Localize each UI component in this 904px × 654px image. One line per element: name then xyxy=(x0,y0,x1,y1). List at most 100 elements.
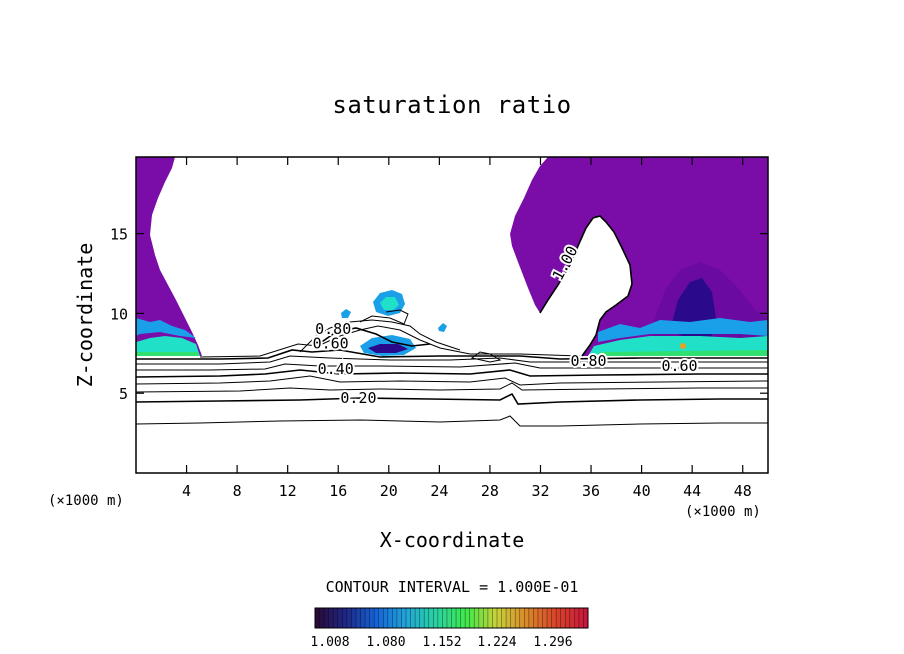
colorbar-cell xyxy=(324,608,330,628)
colorbar-cell xyxy=(574,608,580,628)
contour-line xyxy=(539,215,633,357)
filled-region xyxy=(596,350,768,356)
colorbar-cell xyxy=(424,608,430,628)
colorbar-cell xyxy=(369,608,375,628)
y-tick-label: 15 xyxy=(110,226,128,244)
colorbar-tick-label: 1.008 xyxy=(310,635,349,650)
filled-region xyxy=(136,157,202,356)
x-tick-label: 28 xyxy=(481,482,499,500)
contour-line xyxy=(315,327,431,347)
y-axis-ticks: 5 10 15 xyxy=(110,226,768,403)
colorbar-cell xyxy=(501,608,507,628)
colorbar-cell xyxy=(415,608,421,628)
colorbar-cell xyxy=(383,608,389,628)
contour-label: 0.80 xyxy=(315,320,351,338)
colorbar-cell xyxy=(396,608,402,628)
filled-region xyxy=(438,323,447,332)
x-tick-label: 12 xyxy=(279,482,297,500)
colorbar-cell xyxy=(401,608,407,628)
colorbar-cell xyxy=(537,608,543,628)
colorbar-cell xyxy=(487,608,493,628)
colorbar-cell xyxy=(333,608,339,628)
colorbar-frame xyxy=(314,607,589,629)
colorbar-cell xyxy=(346,608,352,628)
colorbar-cell xyxy=(551,608,557,628)
colorbar-cell xyxy=(483,608,489,628)
x-tick-label: 44 xyxy=(683,482,701,500)
colorbar-cell xyxy=(328,608,334,628)
contour-line xyxy=(299,319,461,353)
contour-line xyxy=(136,375,768,386)
colorbar-cell xyxy=(560,608,566,628)
filled-region xyxy=(368,344,408,353)
x-tick-label: 36 xyxy=(582,482,600,500)
y-tick-label: 10 xyxy=(110,305,128,323)
contour-labels: 0.200.400.600.800.80 0.601.00 xyxy=(311,241,700,409)
x-tick-label: 20 xyxy=(380,482,398,500)
filled-region xyxy=(341,309,351,318)
plot-frame xyxy=(135,156,769,474)
y-tick-label: 5 xyxy=(119,385,128,403)
contour-interval-label: CONTOUR INTERVAL = 1.000E-01 xyxy=(326,578,579,596)
colorbar-cell xyxy=(492,608,498,628)
colorbar-cell xyxy=(469,608,475,628)
colorbar-cell xyxy=(351,608,357,628)
colorbar-cell xyxy=(583,608,589,628)
colorbar-cell xyxy=(387,608,393,628)
x-tick-label: 32 xyxy=(531,482,549,500)
colorbar xyxy=(314,607,589,629)
colorbar-cell xyxy=(446,608,452,628)
colorbar-cell xyxy=(360,608,366,628)
colorbar-cell xyxy=(542,608,548,628)
y-axis-label: Z-coordinate xyxy=(73,243,97,388)
contour-label: 0.40 xyxy=(318,360,354,378)
colorbar-cell xyxy=(378,608,384,628)
colorbar-cell xyxy=(524,608,530,628)
x-axis-label: X-coordinate xyxy=(380,528,525,552)
colorbar-cell xyxy=(497,608,503,628)
colorbar-tick-label: 1.080 xyxy=(366,635,405,650)
contour-lines xyxy=(136,215,768,427)
filled-region xyxy=(136,352,200,356)
colorbar-cell xyxy=(474,608,480,628)
contour-label: 0.60 xyxy=(661,357,697,375)
filled-region xyxy=(136,318,196,338)
x-tick-label: 4 xyxy=(182,482,191,500)
colorbar-cell xyxy=(419,608,425,628)
colorbar-cell xyxy=(556,608,562,628)
x-axis-ticks: 4 8 12 16 20 24 28 32 36 40 44 48 xyxy=(182,157,752,500)
colorbar-cell xyxy=(456,608,462,628)
colorbar-cell xyxy=(337,608,343,628)
colorbar-cell xyxy=(451,608,457,628)
contour-line xyxy=(136,349,768,360)
colorbar-cell xyxy=(510,608,516,628)
colorbar-cell xyxy=(374,608,380,628)
colorbar-cell xyxy=(433,608,439,628)
chart-title: saturation ratio xyxy=(332,91,571,119)
colorbar-cell xyxy=(506,608,512,628)
colorbar-cell xyxy=(315,608,321,628)
x-tick-label: 8 xyxy=(233,482,242,500)
contour-label: 0.80 xyxy=(570,352,606,370)
contour-line xyxy=(136,382,768,393)
colorbar-cell xyxy=(406,608,412,628)
colorbar-cell xyxy=(342,608,348,628)
filled-region xyxy=(380,297,399,310)
max-saturation-spot xyxy=(680,343,686,349)
colorbar-cell xyxy=(569,608,575,628)
colorbar-cell xyxy=(355,608,361,628)
colorbar-tick-label: 1.296 xyxy=(533,635,572,650)
colorbar-cell xyxy=(547,608,553,628)
colorbar-cell xyxy=(428,608,434,628)
x-tick-label: 24 xyxy=(430,482,448,500)
filled-contours xyxy=(136,157,768,356)
plot-area: 0.200.400.600.800.80 0.601.00 xyxy=(135,156,769,474)
filled-region xyxy=(136,336,200,356)
contour-line xyxy=(136,355,768,365)
colorbar-cell xyxy=(442,608,448,628)
colorbar-cell xyxy=(410,608,416,628)
colorbar-cell xyxy=(392,608,398,628)
contour-line xyxy=(470,351,502,363)
colorbar-cell xyxy=(460,608,466,628)
